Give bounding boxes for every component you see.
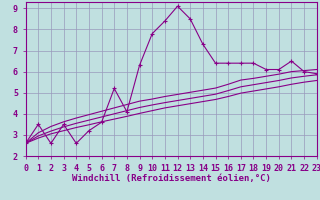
X-axis label: Windchill (Refroidissement éolien,°C): Windchill (Refroidissement éolien,°C) (72, 174, 271, 183)
